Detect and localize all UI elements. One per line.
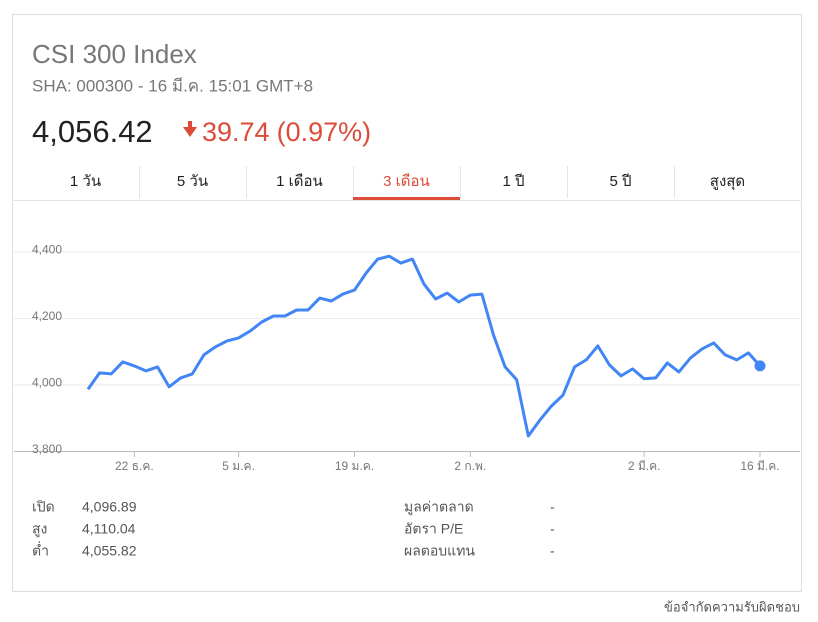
y-tick-label: 3,800 — [32, 442, 62, 456]
x-tick-label: 16 มี.ค. — [740, 459, 779, 473]
x-tick-label: 19 ม.ค. — [335, 459, 374, 473]
stat-label: สูง — [32, 521, 47, 538]
stats: เปิด 4,096.89 สูง 4,110.04 ต่ำ 4,055.82 มูลค่า… — [32, 499, 555, 559]
change-value: 39.74 — [202, 117, 270, 147]
tab[interactable]: 1 ปี — [502, 173, 524, 190]
title: CSI 300 Index — [32, 39, 197, 69]
tab[interactable]: 3 เดือน — [383, 173, 430, 190]
stat-value: - — [550, 499, 555, 515]
change-percent: (0.97%) — [277, 117, 372, 147]
down-arrow — [183, 121, 197, 137]
stat-label: ต่ำ — [32, 542, 49, 559]
price: 4,056.42 — [32, 114, 153, 149]
tab[interactable]: 5 ปี — [609, 173, 631, 190]
x-tick-label: 5 ม.ค. — [222, 459, 255, 473]
card — [12, 14, 802, 592]
stat-value: 4,055.82 — [82, 543, 137, 559]
stat-label: เปิด — [32, 499, 55, 515]
tab-underline — [353, 197, 460, 200]
stat-label: ผลตอบแทน — [404, 543, 475, 559]
stat-label: อัตรา P/E — [404, 521, 463, 537]
current-point — [754, 360, 766, 372]
stat-value: 4,110.04 — [82, 521, 136, 537]
stat-label: มูลค่าตลาด — [404, 499, 474, 516]
tab[interactable]: 1 วัน — [70, 173, 101, 190]
x-tick-label: 2 ก.พ. — [454, 459, 486, 473]
y-tick-label: 4,400 — [32, 243, 62, 257]
tab[interactable]: 1 เดือน — [276, 173, 323, 190]
stat-value: - — [550, 521, 555, 537]
tab[interactable]: 5 วัน — [177, 173, 208, 190]
tab[interactable]: สูงสุด — [710, 173, 745, 191]
stat-value: 4,096.89 — [82, 499, 137, 515]
y-tick-label: 4,000 — [32, 376, 62, 390]
disclaimer-link[interactable]: ข้อจำกัดความรับผิดชอบ — [664, 599, 800, 614]
x-tick-label: 22 ธ.ค. — [115, 459, 154, 473]
stat-value: - — [550, 543, 555, 559]
x-tick-label: 2 มี.ค. — [628, 459, 661, 473]
subtitle: SHA: 000300 - 16 มี.ค. 15:01 GMT+8 — [32, 76, 313, 95]
y-tick-label: 4,200 — [32, 309, 62, 323]
chart: 3,800 4,000 4,200 4,400 22 ธ.ค. 5 ม.ค. 19 ม.ค.… — [14, 243, 800, 473]
price-line — [86, 254, 762, 438]
tabs: 1 วัน 5 วัน 1 เดือน 3 เดือน 1 ปี 5 ปี สูงสุด — [70, 166, 745, 200]
change: 39.74 (0.97%) — [202, 117, 371, 147]
